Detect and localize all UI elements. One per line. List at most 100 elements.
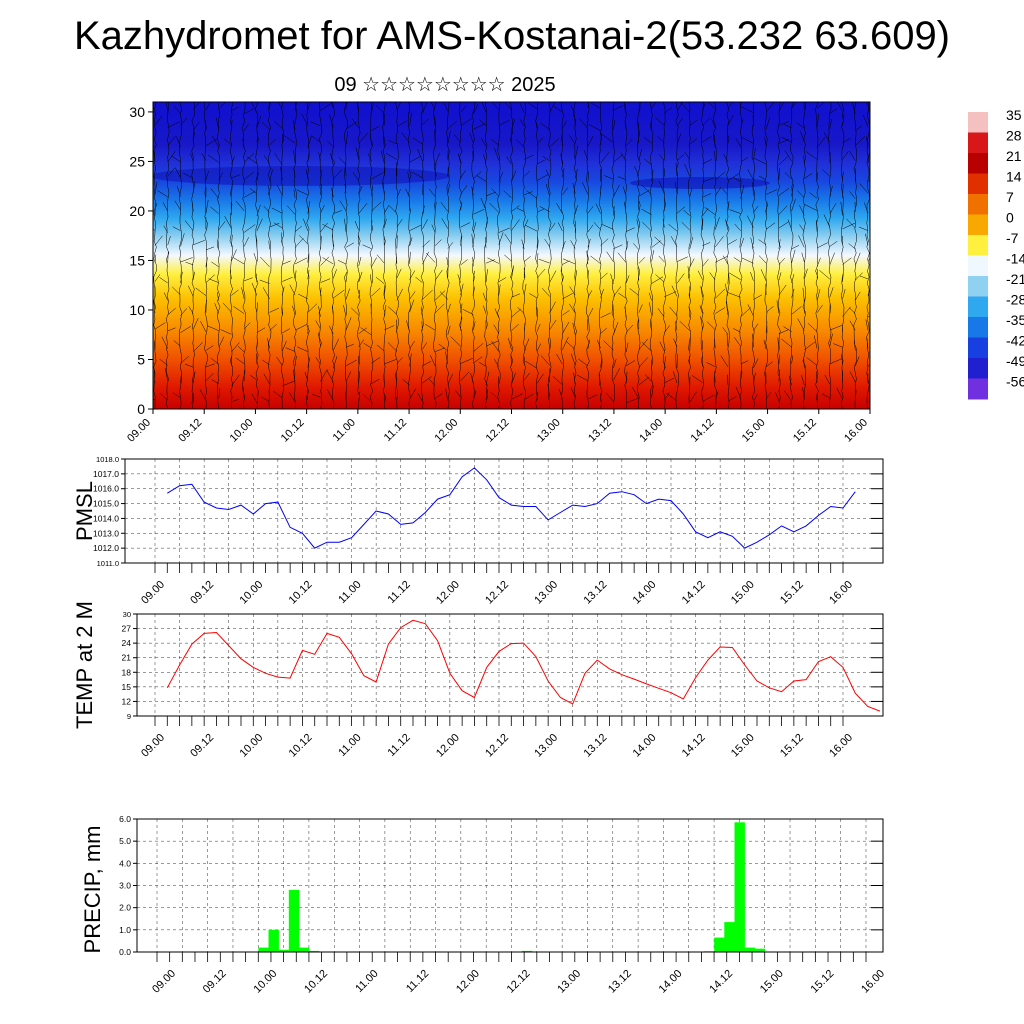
wind-barb-flag: [180, 374, 182, 384]
wind-barb-flag: [569, 135, 576, 145]
wind-barb-flag: [668, 224, 678, 232]
wind-barb-flag: [574, 270, 578, 282]
wind-barb-staff: [369, 102, 374, 409]
wind-barb-flag: [657, 136, 665, 144]
x-tick-label: 15.12: [778, 732, 806, 760]
wind-barb-flag: [709, 272, 716, 281]
x-tick-label: 14.12: [689, 417, 717, 445]
wind-barb-flag: [163, 225, 168, 233]
wind-barb-flag: [715, 172, 725, 181]
wind-barb-flag: [409, 353, 412, 367]
wind-barb-flag: [487, 257, 499, 264]
x-tick-label: 09.12: [188, 732, 216, 760]
wind-barb-flag: [299, 235, 308, 245]
wind-barb-flag: [676, 206, 686, 214]
wind-barb-flag: [333, 289, 345, 299]
wind-barb-flag: [536, 208, 545, 213]
wind-barb-flag: [636, 219, 640, 229]
wind-barb-flag: [801, 252, 805, 262]
wind-barb-flag: [613, 119, 616, 130]
wind-barb-staff: [267, 102, 272, 409]
wind-barb-flag: [625, 240, 629, 250]
wind-barb-flag: [651, 250, 655, 262]
wind-barb-flag: [829, 108, 838, 114]
wind-barb-flag: [345, 162, 347, 177]
wind-barb-flag: [396, 268, 402, 279]
wind-barb-flag: [566, 341, 576, 350]
panel-frame: [124, 458, 884, 564]
wind-barb-flag: [250, 375, 258, 381]
wind-barb-flag: [210, 188, 219, 199]
wind-barb-flag: [536, 236, 538, 249]
wind-barb-flag: [332, 305, 334, 315]
series-line: [167, 467, 856, 549]
precip-bar: [744, 947, 755, 952]
y-tick-label: 1011.0: [97, 559, 119, 568]
wind-barb-flag: [180, 326, 191, 333]
wind-barb-staff: [191, 102, 195, 409]
wind-barb-flag: [286, 205, 296, 215]
wind-barb-flag: [517, 307, 525, 314]
wind-barb-flag: [307, 200, 311, 214]
wind-barb-flag: [420, 306, 423, 316]
wind-barb-flag: [791, 249, 796, 263]
wind-barb-flag: [218, 172, 223, 181]
wind-barb-flag: [371, 257, 377, 267]
wind-barb-flag: [222, 302, 232, 313]
wind-barb-flag: [574, 204, 578, 215]
precip-bar: [309, 950, 320, 952]
wind-barb-flag: [503, 190, 512, 199]
y-tick-label: 15: [122, 682, 132, 692]
wind-barb-flag: [282, 276, 293, 282]
wind-barb-staff: [306, 102, 310, 409]
wind-barb-flag: [649, 302, 652, 316]
wind-barb-flag: [351, 118, 359, 129]
colorbar-label: 7: [1006, 189, 1014, 205]
wind-barb-flag: [842, 113, 845, 126]
wind-barb-flag: [689, 138, 698, 145]
wind-barb-flag: [205, 363, 215, 368]
wind-barb-flag: [587, 206, 594, 214]
wind-barb-flag: [624, 201, 627, 214]
wind-barb-flag: [345, 271, 348, 282]
wind-barb-flag: [788, 375, 792, 386]
wind-barb-flag: [523, 356, 526, 365]
wind-barb-flag: [218, 388, 221, 399]
wind-barb-flag: [824, 374, 831, 385]
wind-barb-flag: [803, 102, 805, 110]
wind-barb-flag: [862, 114, 869, 128]
wind-barb-flag: [816, 392, 819, 402]
wind-barb-flag: [525, 360, 538, 369]
wind-barb-flag: [525, 225, 538, 232]
wind-barb-flag: [866, 136, 869, 148]
wind-barb-flag: [511, 293, 520, 298]
wind-barb-flag: [643, 136, 652, 144]
wind-barb-flag: [307, 153, 310, 163]
wind-barb-staff: [560, 102, 565, 409]
wind-barb-flag: [282, 340, 287, 352]
wind-barb-flag: [167, 251, 169, 263]
wind-barb-flag: [457, 274, 461, 283]
x-tick-label: 12.12: [483, 579, 511, 607]
wind-barb-flag: [460, 118, 473, 126]
wind-barb-flag: [358, 289, 361, 299]
wind-barb-flag: [765, 222, 776, 230]
wind-barb-flag: [676, 353, 678, 368]
wind-barb-flag: [422, 376, 432, 384]
wind-barb-flag: [591, 102, 601, 109]
wind-barb-flag: [460, 105, 467, 113]
x-tick-label: 14.12: [707, 968, 735, 996]
wind-barb-flag: [269, 169, 273, 182]
wind-barb-flag: [702, 103, 706, 113]
wind-barb-flag: [778, 354, 780, 365]
wind-barb-flag: [587, 394, 598, 400]
wind-barb-flag: [764, 136, 767, 146]
wind-barb-flag: [778, 121, 789, 126]
wind-barb-flag: [351, 307, 359, 316]
wind-barb-flag: [380, 150, 385, 163]
wind-barb-flag: [545, 169, 550, 178]
wind-barb-flag: [797, 190, 805, 199]
wind-barb-flag: [841, 354, 843, 364]
wind-barb-flag: [193, 342, 203, 352]
wind-barb-flag: [460, 185, 468, 195]
